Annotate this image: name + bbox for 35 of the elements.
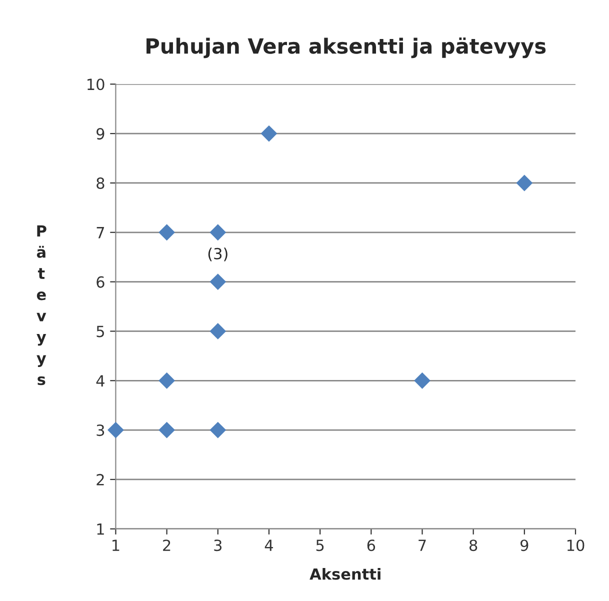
x-tick-label: 5 [316,540,324,552]
point [210,274,226,290]
point [210,323,226,340]
y-tick-label: 1 [97,524,104,535]
y-tick-label: 7 [96,227,104,238]
y-tick-label: 10 [88,78,104,90]
point [260,125,278,142]
point [516,174,533,192]
y-tick-label: 9 [96,128,104,140]
point [414,372,430,389]
x-tick-label: 6 [367,540,376,552]
x-tick-label: 9 [520,540,528,552]
y-tick-label: 4 [96,375,104,386]
x-tick-label: 8 [470,540,478,552]
point [210,422,226,438]
y-tick-label: 5 [96,326,104,338]
x-tick-label: 2 [163,540,170,551]
x-axis-title: Aksentti [310,568,380,580]
annotation: (3) [208,248,228,262]
point [210,224,226,241]
x-tick-label: 3 [214,540,222,552]
x-tick-label: 7 [418,540,426,551]
point [158,372,176,389]
x-tick-label: 4 [264,540,273,551]
point [158,422,176,438]
y-tick-label: 8 [96,177,104,189]
y-tick-label: 6 [96,276,104,288]
y-axis-title: Pätevyys [36,225,46,386]
y-tick-label: 2 [96,474,104,486]
y-tick-label: 3 [96,424,104,436]
point [107,422,124,438]
chart-title: Puhujan Vera aksentti ja pätevyys [146,37,546,58]
x-tick-label: 10 [567,540,584,552]
point [158,224,176,241]
x-tick-label: 1 [112,540,120,551]
